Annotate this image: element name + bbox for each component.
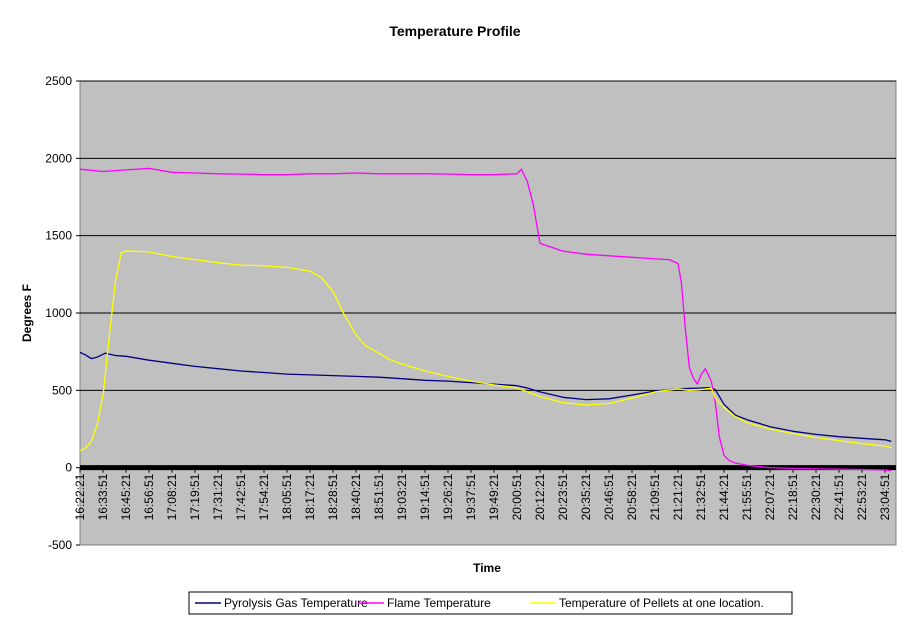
x-tick-label-10: 18:17:21: [303, 473, 317, 520]
x-tick-label-33: 22:41:51: [832, 473, 846, 520]
y-tick-label-5: 2000: [45, 151, 72, 165]
x-axis-ticks: 16:22:21 16:33:51 16:45:21 16:56:51 17:08:21…: [73, 467, 892, 520]
x-tick-label-4: 17:08:21: [165, 473, 179, 520]
x-tick-label-22: 20:35:21: [579, 473, 593, 520]
legend-label-0: Pyrolysis Gas Temperature: [224, 596, 368, 610]
x-tick-label-26: 21:21:21: [671, 473, 685, 520]
y-tick-label-0: -500: [48, 538, 72, 552]
y-axis-ticks: -500 0 500 1000 1500 2000 2500: [45, 74, 80, 552]
x-tick-label-25: 21:09:51: [648, 473, 662, 520]
x-tick-label-14: 19:03:21: [395, 473, 409, 520]
gridlines: [80, 80, 896, 471]
x-tick-label-34: 22:53:21: [855, 473, 869, 520]
x-tick-label-12: 18:40:21: [349, 473, 363, 520]
y-tick-label-1: 0: [65, 461, 72, 475]
legend-label-2: Temperature of Pellets at one location.: [559, 596, 764, 610]
x-tick-label-9: 18:05:51: [280, 473, 294, 520]
x-tick-label-20: 20:12:21: [533, 473, 547, 520]
x-tick-label-23: 20:46:51: [602, 473, 616, 520]
x-tick-label-31: 22:18:51: [786, 473, 800, 520]
x-tick-label-17: 19:37:51: [464, 473, 478, 520]
x-tick-label-30: 22:07:21: [763, 473, 777, 520]
x-tick-label-24: 20:58:21: [625, 473, 639, 520]
x-tick-label-0: 16:22:21: [73, 473, 87, 520]
series-lines: [79, 167, 892, 472]
x-tick-label-35: 23:04:51: [878, 473, 892, 520]
x-tick-label-29: 21:55:51: [740, 473, 754, 520]
x-tick-label-2: 16:45:21: [119, 473, 133, 520]
legend: Pyrolysis Gas Temperature Flame Temperatu…: [188, 591, 793, 615]
y-tick-label-3: 1000: [45, 306, 72, 320]
series-line-1: [79, 167, 892, 472]
x-tick-label-6: 17:31:21: [211, 473, 225, 520]
x-tick-label-13: 18:51:51: [372, 473, 386, 520]
x-axis-label: Time: [473, 561, 501, 575]
x-tick-label-15: 19:14:51: [418, 473, 432, 520]
x-tick-label-7: 17:42:51: [234, 473, 248, 520]
y-tick-label-6: 2500: [45, 74, 72, 88]
y-tick-label-4: 1500: [45, 229, 72, 243]
x-tick-label-1: 16:33:51: [96, 473, 110, 520]
x-tick-label-16: 19:26:21: [441, 473, 455, 520]
x-tick-label-27: 21:32:51: [694, 473, 708, 520]
legend-label-1: Flame Temperature: [387, 596, 491, 610]
x-tick-label-28: 21:44:21: [717, 473, 731, 520]
x-tick-label-21: 20:23:51: [556, 473, 570, 520]
x-tick-label-5: 17:19:51: [188, 473, 202, 520]
x-tick-label-19: 20:00:51: [510, 473, 524, 520]
x-tick-label-18: 19:49:21: [487, 473, 501, 520]
y-axis-label: Degrees F: [20, 284, 34, 342]
x-tick-label-3: 16:56:51: [142, 473, 156, 520]
series-line-2: [79, 250, 892, 452]
series-line-0: [79, 351, 892, 443]
y-tick-label-2: 500: [52, 383, 72, 397]
x-tick-label-32: 22:30:21: [809, 473, 823, 520]
chart-title: Temperature Profile: [389, 23, 520, 39]
legend-box: [188, 591, 793, 615]
x-tick-label-8: 17:54:21: [257, 473, 271, 520]
x-tick-label-11: 18:28:51: [326, 473, 340, 520]
